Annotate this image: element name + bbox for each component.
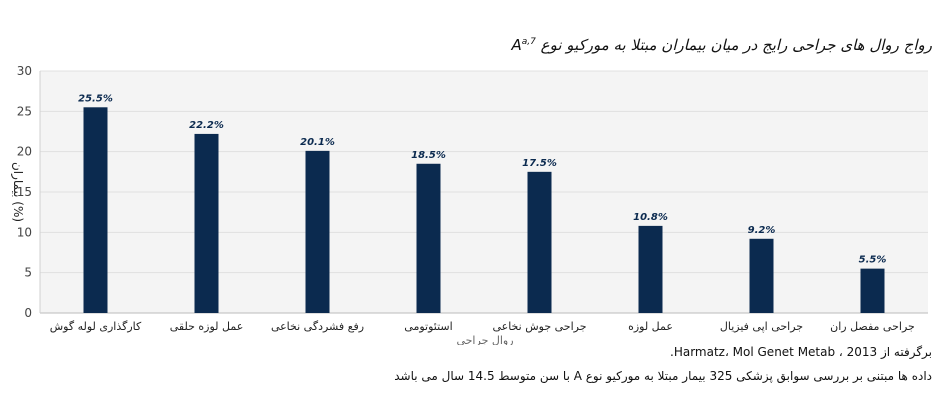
category-label: کارگذاری لوله گوش — [50, 320, 142, 333]
source-citation: برگرفته از Harmatz، Mol Genet Metab ، 20… — [670, 345, 932, 359]
y-tick-label: 30 — [17, 64, 32, 78]
x-axis-title: روال جراحی — [456, 334, 513, 345]
data-label: 5.5% — [859, 255, 887, 266]
chart-title-superscript: a,7 — [521, 37, 536, 47]
y-tick-label: 20 — [17, 145, 32, 159]
data-label: 20.1% — [300, 137, 335, 148]
bar — [749, 238, 774, 313]
bar — [638, 225, 663, 313]
y-axis-title: بیماران (%) — [10, 162, 25, 222]
data-label: 17.5% — [522, 158, 557, 169]
bar — [83, 107, 108, 313]
data-label: 22.2% — [189, 120, 224, 131]
data-label: 10.8% — [633, 212, 668, 223]
bar — [860, 268, 885, 313]
category-label: استئوتومی — [404, 320, 452, 333]
category-label: عمل لوزه — [628, 320, 673, 333]
y-axis: 0 5 10 15 20 25 30 — [17, 64, 41, 320]
category-label: جراحی مفصل ران — [830, 320, 915, 333]
data-label: 9.2% — [748, 225, 776, 236]
category-label: رفع فشردگی نخاعی — [271, 320, 364, 333]
category-labels: کارگذاری لوله گوش عمل لوزه حلقی رفع فشردگی… — [50, 320, 915, 333]
category-label: عمل لوزه حلقی — [170, 320, 244, 333]
y-tick-label: 25 — [17, 104, 32, 118]
data-label: 25.5% — [78, 93, 113, 104]
bar — [527, 171, 552, 313]
bar — [416, 163, 441, 313]
data-label: 18.5% — [411, 150, 446, 161]
category-label: جراحی اپی فیزیال — [720, 320, 803, 333]
bar — [305, 150, 330, 313]
bar-chart: 0 5 10 15 20 25 30 25.5% 22.2% 20.1% 18.5% 17.5% 10… — [10, 64, 928, 345]
data-labels: 25.5% 22.2% 20.1% 18.5% 17.5% 10.8% 9.2% 5.5% — [78, 93, 886, 265]
bars — [83, 107, 885, 313]
grid-lines — [40, 70, 928, 314]
y-tick-label: 10 — [17, 225, 32, 239]
category-label: جراحی جوش نخاعی — [492, 320, 586, 333]
chart-title: رواج روال های جراحی رایج در میان بیماران… — [32, 36, 932, 54]
y-tick-label: 15 — [17, 185, 32, 199]
y-tick-label: 5 — [24, 266, 32, 280]
bar — [194, 133, 219, 313]
y-tick-label: 0 — [24, 306, 32, 320]
chart-title-text: رواج روال های جراحی رایج در میان بیماران… — [511, 36, 932, 54]
data-note: داده ها مبتنی بر بررسی سوابق پزشکی 325 ب… — [394, 369, 932, 383]
